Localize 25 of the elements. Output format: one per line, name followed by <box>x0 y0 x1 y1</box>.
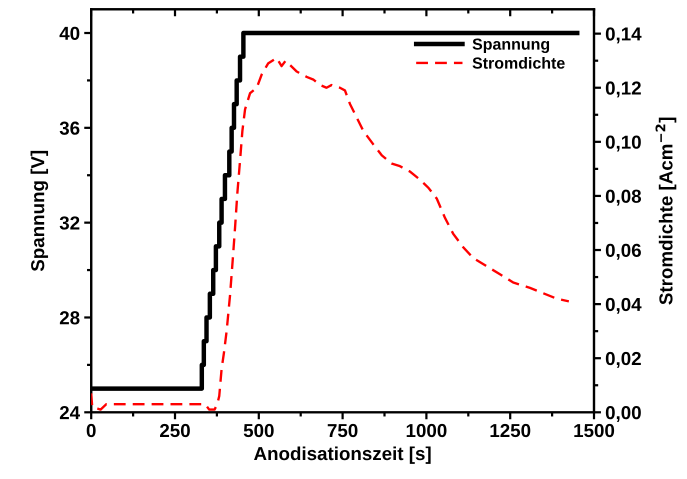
legend-label: Stromdichte <box>472 57 565 69</box>
x-tick-label: 750 <box>328 424 358 438</box>
y2-tick-label: 0,10 <box>606 136 641 152</box>
x-tick-label: 1000 <box>406 424 446 438</box>
x-tick-label: 1250 <box>490 424 530 438</box>
y-axis-title: Spannung [V] <box>30 150 48 272</box>
y-tick-label: 40 <box>60 26 80 40</box>
y2-tick-label: 0,12 <box>606 81 641 98</box>
y-tick-label: 28 <box>60 311 80 324</box>
x-axis-title: Anodisationszeit [s] <box>254 446 431 464</box>
x-tick-label: 1500 <box>574 424 614 438</box>
x-tick-label: 250 <box>160 424 190 438</box>
y2-tick-label: 0,00 <box>606 406 641 422</box>
legend-label: Spannung <box>472 38 550 54</box>
x-tick-label: 0 <box>86 424 96 438</box>
y2-tick-label: 0,04 <box>606 298 642 314</box>
x-tick-label: 500 <box>244 424 274 438</box>
y-tick-label: 24 <box>60 406 80 420</box>
y-tick-label: 32 <box>60 216 80 230</box>
y2-tick-label: 0,14 <box>606 27 642 44</box>
y2-tick-label: 0,08 <box>606 190 642 206</box>
y-tick-label: 36 <box>60 122 80 135</box>
y2-axis-title: Stromdichte [Acm$^{−2}$] <box>655 118 676 305</box>
y2-tick-label: 0,02 <box>606 352 641 368</box>
y2-tick-label: 0,06 <box>606 244 641 260</box>
